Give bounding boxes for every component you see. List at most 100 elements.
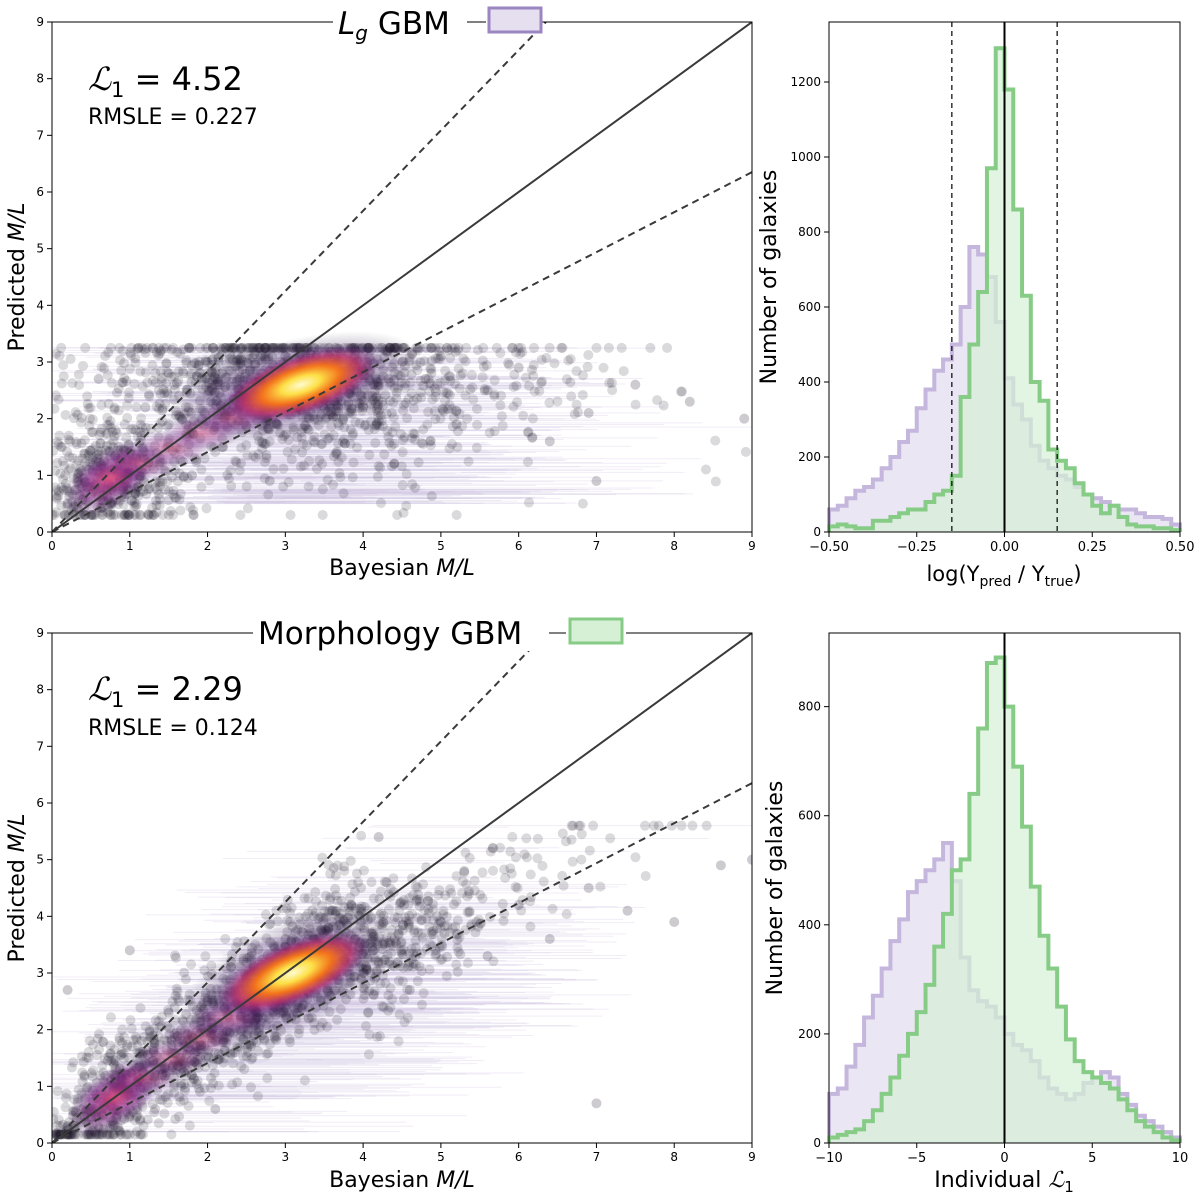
scatter-point xyxy=(236,1061,247,1072)
scatter-top-ylabel-italic: M/L xyxy=(5,203,30,242)
scatter-point xyxy=(369,424,380,435)
scatter-point xyxy=(461,879,472,890)
scatter-point xyxy=(109,1054,120,1065)
scatter-point xyxy=(132,344,143,355)
scatter-point xyxy=(583,350,594,361)
scatter-point xyxy=(487,843,498,854)
scatter-point xyxy=(130,1032,141,1043)
scatter-point xyxy=(414,894,425,905)
scatter-point xyxy=(488,865,499,876)
y-tick-label: 600 xyxy=(798,809,821,823)
scatter-point xyxy=(616,342,627,353)
scatter-point xyxy=(151,495,162,506)
x-tick-label: 5 xyxy=(437,1150,445,1164)
scatter-point xyxy=(409,927,420,938)
scatter-point xyxy=(148,1030,159,1041)
scatter-point xyxy=(505,846,516,857)
scatter-point xyxy=(453,342,464,353)
scatter-point xyxy=(77,1076,88,1087)
scatter-point xyxy=(432,911,443,922)
scatter-point xyxy=(513,900,524,910)
scatter-point xyxy=(59,460,70,471)
scatter-point xyxy=(119,419,130,430)
scatter-point xyxy=(184,1120,195,1131)
x-tick-label: −0.25 xyxy=(897,540,937,555)
scatter-point xyxy=(379,876,390,887)
scatter-point xyxy=(129,510,140,520)
scatter-point xyxy=(219,1053,230,1064)
scatter-point xyxy=(52,436,63,447)
y-tick-label: 5 xyxy=(36,853,44,867)
scatter-point xyxy=(142,377,153,388)
scatter-point xyxy=(360,419,371,430)
y-tick-label: 200 xyxy=(798,1027,821,1041)
scatter-point xyxy=(114,1033,125,1044)
scatter-point xyxy=(53,490,64,501)
scatter-point xyxy=(163,495,174,506)
scatter-point xyxy=(130,510,141,520)
scatter-point xyxy=(113,383,124,394)
scatter-point xyxy=(142,1114,153,1125)
scatter-point xyxy=(118,377,129,388)
scatter-point xyxy=(441,387,452,398)
scatter-point xyxy=(416,948,427,959)
scatter-point xyxy=(208,1053,219,1064)
scatter-point xyxy=(52,1129,61,1140)
scatter-point xyxy=(81,1052,92,1063)
scatter-point xyxy=(386,461,397,472)
scatter-point xyxy=(161,358,172,369)
histogram-top-xlabel-end: ) xyxy=(1073,562,1081,586)
scatter-point xyxy=(383,990,394,1001)
scatter-point xyxy=(207,1060,218,1071)
scatter-point xyxy=(363,985,374,996)
scatter-point xyxy=(373,411,384,422)
scatter-point xyxy=(418,879,429,890)
scatter-point xyxy=(398,405,409,416)
scatter-point xyxy=(398,962,409,973)
scatter-point xyxy=(439,921,450,932)
x-tick-label: 3 xyxy=(282,1150,290,1164)
scatter-point xyxy=(241,342,252,353)
scatter-point xyxy=(77,453,88,464)
scatter-point xyxy=(97,1036,108,1047)
scatter-top-plot-area xyxy=(52,22,752,532)
scatter-point xyxy=(153,385,164,396)
scatter-point xyxy=(450,921,461,932)
scatter-point xyxy=(426,355,437,366)
scatter-point xyxy=(410,881,421,892)
scatter-point xyxy=(561,909,572,920)
scatter-point xyxy=(109,1044,120,1055)
scatter-point xyxy=(569,409,580,420)
scatter-point xyxy=(79,435,90,446)
scatter-point xyxy=(87,444,98,455)
scatter-point xyxy=(454,383,465,394)
scatter-point xyxy=(237,342,248,353)
scatter-point xyxy=(462,958,473,969)
scatter-point xyxy=(421,944,432,955)
scatter-point xyxy=(396,947,407,958)
scatter-point xyxy=(391,939,402,950)
scatter-point xyxy=(206,1072,217,1083)
scatter-point xyxy=(122,412,133,423)
scatter-point xyxy=(401,500,412,511)
x-tick-label: 9 xyxy=(748,539,756,553)
scatter-point xyxy=(157,1095,168,1106)
scatter-point xyxy=(464,852,475,863)
scatter-point xyxy=(166,371,177,382)
scatter-point xyxy=(491,342,502,353)
scatter-point xyxy=(188,510,199,520)
y-tick-label: 8 xyxy=(36,683,44,697)
scatter-point xyxy=(143,510,154,520)
x-tick-label: 7 xyxy=(593,539,601,553)
scatter-point xyxy=(396,461,407,472)
scatter-point xyxy=(447,421,458,432)
y-tick-label: 5 xyxy=(36,242,44,256)
scatter-point xyxy=(528,370,539,381)
scatter-point xyxy=(79,448,90,459)
scatter-point xyxy=(410,482,421,493)
scatter-point xyxy=(245,1082,256,1093)
scatter-point xyxy=(345,439,356,450)
scatter-point xyxy=(169,1087,180,1098)
scatter-point xyxy=(409,925,420,936)
scatter-point xyxy=(253,449,264,460)
